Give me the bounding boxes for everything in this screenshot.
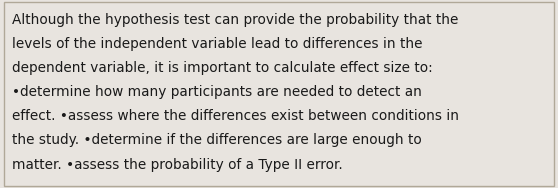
Text: dependent variable, it is important to calculate effect size to:: dependent variable, it is important to c…: [12, 61, 433, 75]
Text: levels of the independent variable lead to differences in the: levels of the independent variable lead …: [12, 37, 423, 51]
Text: •determine how many participants are needed to detect an: •determine how many participants are nee…: [12, 85, 422, 99]
Text: Although the hypothesis test can provide the probability that the: Although the hypothesis test can provide…: [12, 13, 459, 27]
Text: the study. •determine if the differences are large enough to: the study. •determine if the differences…: [12, 133, 422, 147]
Text: matter. •assess the probability of a Type II error.: matter. •assess the probability of a Typ…: [12, 158, 343, 171]
Text: effect. •assess where the differences exist between conditions in: effect. •assess where the differences ex…: [12, 109, 459, 123]
FancyBboxPatch shape: [4, 2, 554, 186]
